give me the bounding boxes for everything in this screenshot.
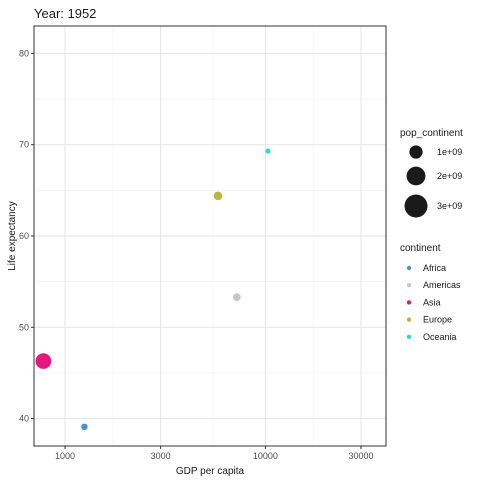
- color-legend-label: Europe: [423, 315, 452, 325]
- x-tick-label: 1000: [55, 451, 75, 461]
- color-legend-key: [406, 300, 412, 305]
- x-axis-label: GDP per capita: [176, 466, 245, 477]
- data-point-oceania: [265, 148, 271, 154]
- color-legend-label: Americas: [423, 280, 461, 290]
- y-axis-label: Life expectancy: [7, 201, 18, 271]
- size-legend-label: 1e+09: [437, 147, 462, 157]
- y-tick-label: 80: [19, 48, 29, 58]
- y-tick-label: 50: [19, 322, 29, 332]
- x-tick-label: 3000: [151, 451, 171, 461]
- size-legend-key: [406, 166, 426, 186]
- color-legend: continent Africa Americas Asia Europe Oceani…: [400, 243, 461, 342]
- y-tick-label: 70: [19, 140, 29, 150]
- color-legend-key: [406, 265, 412, 271]
- data-point-americas: [232, 293, 241, 302]
- color-legend-label: Africa: [423, 263, 446, 273]
- y-axis-ticks: 40 50 60 70 80: [19, 48, 34, 424]
- x-tick-label: 10000: [253, 451, 278, 461]
- size-legend-label: 3e+09: [437, 201, 462, 211]
- data-points: [35, 148, 271, 431]
- color-legend-key: [406, 317, 412, 322]
- size-legend-key: [409, 145, 423, 159]
- data-point-asia: [35, 353, 52, 369]
- y-tick-label: 40: [19, 414, 29, 424]
- data-point-africa: [81, 423, 88, 431]
- color-legend-label: Oceania: [423, 332, 457, 342]
- x-axis-ticks: 1000 3000 10000 30000: [55, 446, 373, 461]
- grid: [34, 26, 386, 446]
- chart-title: Year: 1952: [34, 6, 96, 21]
- x-tick-label: 30000: [348, 451, 373, 461]
- color-legend-label: Asia: [423, 297, 441, 307]
- y-tick-label: 60: [19, 231, 29, 241]
- size-legend-label: 2e+09: [437, 171, 462, 181]
- color-legend-key: [406, 334, 412, 339]
- color-legend-title: continent: [400, 243, 441, 254]
- data-point-europe: [213, 191, 223, 201]
- size-legend: pop_continent 1e+09 2e+09 3e+09: [400, 128, 463, 218]
- size-legend-title: pop_continent: [400, 128, 463, 139]
- color-legend-key: [406, 283, 412, 288]
- size-legend-key: [404, 194, 428, 218]
